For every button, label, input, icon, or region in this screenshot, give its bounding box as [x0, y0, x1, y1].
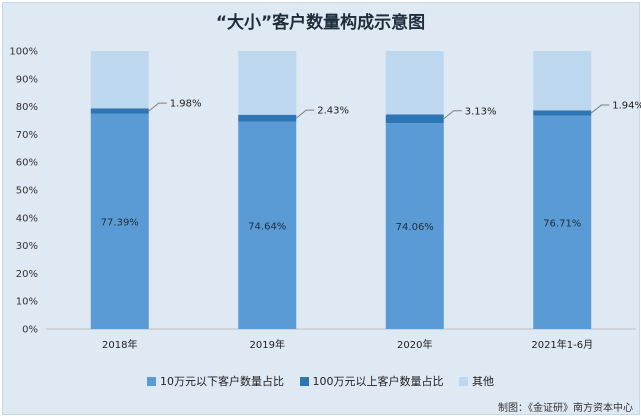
y-tick-label: 10% [16, 297, 38, 308]
y-axis-ticks: 0% 10% 20% 30% 40% 50% 60% 70% 80% 90% 100% [9, 47, 38, 336]
legend-item-under-100k: 10万元以下客户数量占比 [147, 373, 284, 389]
data-label-over-1m: 2.43% [317, 106, 349, 117]
legend-item-over-1m: 100万元以上客户数量占比 [299, 373, 444, 389]
legend-label-over-1m: 100万元以上客户数量占比 [312, 375, 444, 388]
y-tick-label: 70% [16, 130, 38, 141]
callout-line [295, 109, 315, 119]
y-tick-label: 100% [9, 47, 38, 58]
legend-label-other: 其他 [472, 375, 494, 388]
x-axis-labels: 2018年 2019年 2020年 2021年1-6月 [102, 338, 593, 351]
y-tick-label: 80% [16, 102, 38, 113]
bar-segment-other [90, 51, 149, 109]
data-label-under-100k: 77.39% [101, 217, 139, 228]
data-label-under-100k: 74.64% [248, 221, 286, 232]
data-label-under-100k: 76.71% [543, 218, 581, 229]
data-label-under-100k: 74.06% [396, 222, 434, 233]
legend-swatch-over-1m [299, 377, 309, 386]
data-label-over-1m: 3.13% [465, 106, 497, 117]
legend-item-other: 其他 [459, 373, 494, 389]
y-tick-label: 90% [16, 74, 38, 85]
callout-line [443, 110, 462, 120]
x-tick-label: 2021年1-6月 [531, 338, 593, 351]
bar-segment-other [385, 51, 444, 115]
callout-line [148, 102, 167, 112]
bar-segment-under-100k [533, 115, 592, 329]
y-tick-label: 20% [16, 269, 38, 280]
x-tick-label: 2018年 [102, 338, 137, 351]
y-tick-label: 60% [16, 158, 38, 169]
y-tick-label: 50% [16, 186, 38, 197]
bar-segment-other [238, 51, 297, 115]
bar-segment-under-100k [385, 123, 444, 330]
bar-segment-under-100k [238, 121, 297, 330]
bar-segment-over-1m [533, 110, 592, 116]
legend-swatch-under-100k [147, 377, 156, 386]
data-label-over-1m: 1.94% [612, 101, 641, 112]
bar-segment-other [533, 51, 592, 111]
bar-segment-under-100k [90, 113, 149, 329]
y-tick-label: 40% [16, 213, 38, 224]
x-tick-label: 2020年 [397, 338, 432, 351]
bar-segment-over-1m [90, 108, 149, 114]
x-tick-label: 2019年 [250, 338, 285, 351]
bar-segment-over-1m [238, 114, 297, 122]
legend-swatch-other [459, 377, 468, 386]
legend: 10万元以下客户数量占比 100万元以上客户数量占比 其他 [0, 373, 641, 389]
legend-label-under-100k: 10万元以下客户数量占比 [160, 375, 284, 388]
chart-title: “大小”客户数量构成示意图 [215, 13, 426, 33]
data-label-over-1m: 1.98% [170, 99, 202, 110]
bars: 77.39% 1.98% 74.64% 2.43% 74.06% 3.13% 76.71% 1… [90, 51, 641, 330]
callout-line [590, 104, 610, 114]
bar-segment-over-1m [385, 114, 444, 124]
y-tick-label: 0% [22, 325, 38, 336]
y-tick-label: 30% [16, 241, 38, 252]
source-note: 制图：《金证研》南方资本中心 [498, 403, 633, 414]
